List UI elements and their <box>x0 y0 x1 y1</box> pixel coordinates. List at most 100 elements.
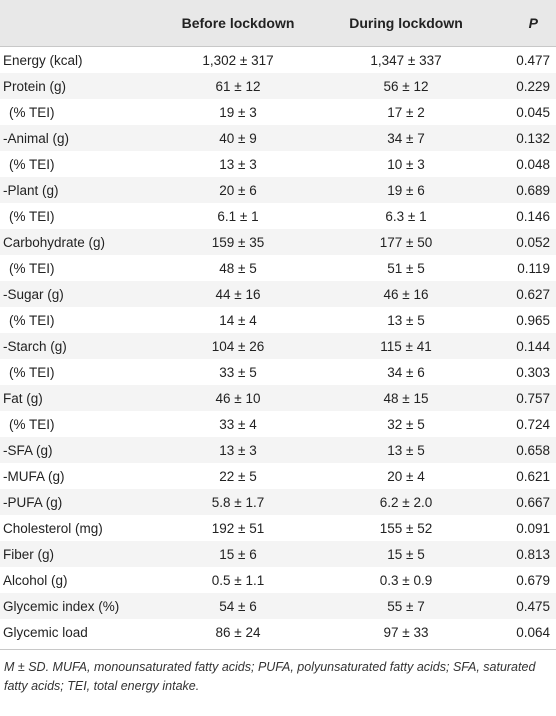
before-lockdown-value: 13 ± 3 <box>219 156 257 172</box>
before-lockdown-value: 44 ± 16 <box>215 286 261 302</box>
row-label: Glycemic index (%) <box>3 598 120 614</box>
row-label: (% TEI) <box>9 416 55 432</box>
p-value: 0.621 <box>516 468 550 484</box>
p-value: 0.724 <box>516 416 550 432</box>
table-row: Protein (g) 61 ± 12 56 ± 12 0.229 <box>0 73 556 99</box>
row-label: Carbohydrate (g) <box>3 234 106 250</box>
table-header: Before lockdown During lockdown P <box>0 0 556 47</box>
row-label: -MUFA (g) <box>3 468 65 484</box>
header-p-value: P <box>528 15 538 31</box>
during-lockdown-value: 34 ± 6 <box>387 364 425 380</box>
p-value: 0.064 <box>516 624 550 640</box>
during-lockdown-value: 115 ± 41 <box>380 338 432 354</box>
row-label: -PUFA (g) <box>3 494 63 510</box>
row-label: (% TEI) <box>9 260 55 276</box>
during-lockdown-value: 34 ± 7 <box>387 130 425 146</box>
during-lockdown-value: 10 ± 3 <box>387 156 425 172</box>
p-value: 0.965 <box>516 312 550 328</box>
before-lockdown-value: 0.5 ± 1.1 <box>211 572 265 588</box>
row-label: (% TEI) <box>9 104 55 120</box>
p-value: 0.091 <box>516 520 550 536</box>
before-lockdown-value: 86 ± 24 <box>215 624 261 640</box>
p-value: 0.052 <box>516 234 550 250</box>
table-row: (% TEI) 6.1 ± 1 6.3 ± 1 0.146 <box>0 203 556 229</box>
p-value: 0.146 <box>516 208 550 224</box>
during-lockdown-value: 97 ± 33 <box>383 624 429 640</box>
p-value: 0.229 <box>516 78 550 94</box>
row-label: -Plant (g) <box>3 182 59 198</box>
before-lockdown-value: 20 ± 6 <box>219 182 257 198</box>
during-lockdown-value: 15 ± 5 <box>387 546 425 562</box>
before-lockdown-value: 14 ± 4 <box>219 312 257 328</box>
during-lockdown-value: 48 ± 15 <box>383 390 429 406</box>
p-value: 0.757 <box>516 390 550 406</box>
header-during-lockdown: During lockdown <box>349 15 463 31</box>
p-value: 0.477 <box>516 52 550 68</box>
during-lockdown-value: 155 ± 52 <box>379 520 433 536</box>
table-row: (% TEI) 33 ± 5 34 ± 6 0.303 <box>0 359 556 385</box>
p-value: 0.658 <box>516 442 550 458</box>
row-label: (% TEI) <box>9 208 55 224</box>
p-value: 0.045 <box>516 104 550 120</box>
p-value: 0.132 <box>516 130 550 146</box>
table-row: (% TEI) 19 ± 3 17 ± 2 0.045 <box>0 99 556 125</box>
row-label: -Sugar (g) <box>3 286 64 302</box>
table-row: Glycemic index (%) 54 ± 6 55 ± 7 0.475 <box>0 593 556 619</box>
table-row: -Sugar (g) 44 ± 16 46 ± 16 0.627 <box>0 281 556 307</box>
row-label: -SFA (g) <box>3 442 53 458</box>
before-lockdown-value: 33 ± 4 <box>219 416 257 432</box>
p-value: 0.813 <box>516 546 550 562</box>
during-lockdown-value: 56 ± 12 <box>383 78 429 94</box>
during-lockdown-value: 13 ± 5 <box>387 312 425 328</box>
p-value: 0.119 <box>517 260 550 276</box>
p-value: 0.048 <box>516 156 550 172</box>
table-row: Cholesterol (mg) 192 ± 51 155 ± 52 0.091 <box>0 515 556 541</box>
row-label: -Animal (g) <box>3 130 70 146</box>
during-lockdown-value: 6.3 ± 1 <box>385 208 427 224</box>
before-lockdown-value: 19 ± 3 <box>219 104 257 120</box>
before-lockdown-value: 5.8 ± 1.7 <box>211 494 265 510</box>
during-lockdown-value: 0.3 ± 0.9 <box>379 572 433 588</box>
footnote-divider <box>0 649 556 650</box>
row-label: Energy (kcal) <box>3 52 83 68</box>
row-label: Alcohol (g) <box>3 572 68 588</box>
before-lockdown-value: 15 ± 6 <box>219 546 257 562</box>
during-lockdown-value: 46 ± 16 <box>383 286 429 302</box>
table-row: (% TEI) 14 ± 4 13 ± 5 0.965 <box>0 307 556 333</box>
header-before-lockdown: Before lockdown <box>181 15 295 31</box>
during-lockdown-value: 51 ± 5 <box>387 260 425 276</box>
during-lockdown-value: 17 ± 2 <box>387 104 425 120</box>
table-row: Energy (kcal) 1,302 ± 317 1,347 ± 337 0.477 <box>0 47 556 73</box>
p-value: 0.144 <box>516 338 550 354</box>
before-lockdown-value: 33 ± 5 <box>219 364 257 380</box>
before-lockdown-value: 104 ± 26 <box>211 338 265 354</box>
table-row: Fat (g) 46 ± 10 48 ± 15 0.757 <box>0 385 556 411</box>
before-lockdown-value: 54 ± 6 <box>219 598 257 614</box>
table-row: Alcohol (g) 0.5 ± 1.1 0.3 ± 0.9 0.679 <box>0 567 556 593</box>
table-row: Glycemic load 86 ± 24 97 ± 33 0.064 <box>0 619 556 645</box>
during-lockdown-value: 20 ± 4 <box>387 468 425 484</box>
row-label: Fiber (g) <box>3 546 55 562</box>
table-row: (% TEI) 33 ± 4 32 ± 5 0.724 <box>0 411 556 437</box>
table-row: (% TEI) 48 ± 5 51 ± 5 0.119 <box>0 255 556 281</box>
table-row: Fiber (g) 15 ± 6 15 ± 5 0.813 <box>0 541 556 567</box>
table-body: Energy (kcal) 1,302 ± 317 1,347 ± 337 0.477… <box>0 47 556 645</box>
table-row: -SFA (g) 13 ± 3 13 ± 5 0.658 <box>0 437 556 463</box>
before-lockdown-value: 6.1 ± 1 <box>217 208 259 224</box>
before-lockdown-value: 13 ± 3 <box>219 442 257 458</box>
during-lockdown-value: 55 ± 7 <box>387 598 425 614</box>
nutrient-table: Before lockdown During lockdown P Energy… <box>0 0 556 693</box>
p-value: 0.303 <box>516 364 550 380</box>
row-label: (% TEI) <box>9 312 55 328</box>
during-lockdown-value: 32 ± 5 <box>387 416 425 432</box>
p-value: 0.679 <box>516 572 550 588</box>
during-lockdown-value: 1,347 ± 337 <box>370 52 442 68</box>
before-lockdown-value: 192 ± 51 <box>211 520 265 536</box>
row-label: Glycemic load <box>3 624 88 640</box>
p-value: 0.475 <box>516 598 550 614</box>
during-lockdown-value: 19 ± 6 <box>387 182 425 198</box>
table-row: -Animal (g) 40 ± 9 34 ± 7 0.132 <box>0 125 556 151</box>
row-label: Fat (g) <box>3 390 43 406</box>
table-row: -MUFA (g) 22 ± 5 20 ± 4 0.621 <box>0 463 556 489</box>
before-lockdown-value: 48 ± 5 <box>219 260 257 276</box>
